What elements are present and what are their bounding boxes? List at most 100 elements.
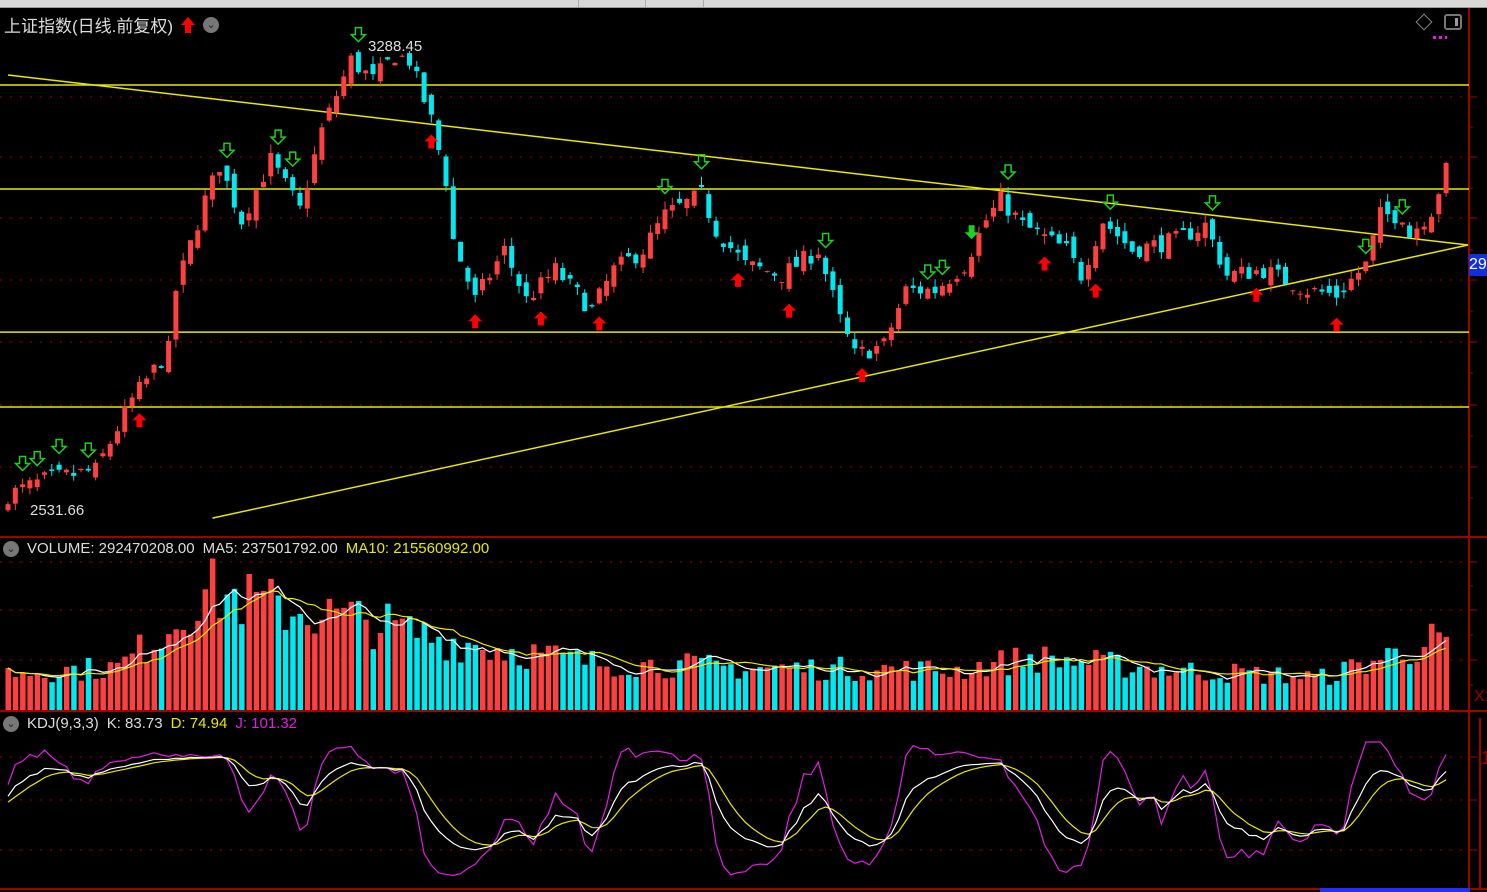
red-up-arrow-icon[interactable] [181, 16, 196, 33]
volume-bar [1334, 680, 1340, 710]
volume-bar [1407, 664, 1413, 710]
chevron-down-icon[interactable]: ⌄ [203, 16, 220, 33]
top-tab-strip [0, 0, 1487, 8]
candlestick-chart[interactable] [0, 8, 1487, 892]
chevron-down-icon[interactable]: ⌄ [3, 540, 19, 557]
volume-bar [669, 677, 676, 710]
candle-body [998, 191, 1004, 211]
volume-bar [720, 665, 727, 710]
volume-bar [1020, 666, 1026, 710]
sell-signal-arrow-icon [692, 154, 711, 170]
volume-bar [728, 664, 734, 710]
volume-bar [217, 617, 223, 710]
volume-bar [801, 672, 807, 710]
candle-body [582, 292, 588, 312]
candle-body [1443, 162, 1449, 194]
candle-body [202, 195, 208, 231]
candle-body [1144, 243, 1150, 262]
volume-bar [1166, 675, 1172, 710]
volume-bar [202, 589, 209, 710]
candle-body [801, 250, 807, 272]
volume-bar [363, 619, 369, 710]
volume-bar [290, 616, 296, 710]
kdj-j-line [7, 741, 1447, 877]
volume-bar [275, 595, 282, 710]
candle-body [691, 190, 697, 206]
candle-body [961, 272, 967, 274]
candle-body [1071, 236, 1077, 258]
volume-bar [786, 667, 793, 710]
candle-body [436, 120, 442, 150]
volume-bar [1137, 666, 1143, 710]
volume-bar [494, 647, 501, 710]
candle-body [1253, 270, 1259, 274]
volume-bar [282, 629, 289, 710]
candle-body [1363, 261, 1369, 272]
volume-bar [874, 670, 880, 710]
kdj-k: K: 83.73 [106, 715, 163, 732]
candle-body [859, 346, 865, 349]
candle-body [713, 220, 719, 237]
candle-body [1231, 271, 1237, 282]
candle-body [669, 205, 675, 211]
volume-bar [312, 633, 318, 710]
candle-body [1429, 216, 1434, 233]
volume-bar [1071, 665, 1077, 710]
candle-body [1414, 228, 1420, 239]
volume-bar [553, 645, 559, 710]
volume-bar [71, 665, 77, 710]
kdj-k-line [7, 755, 1447, 851]
volume-bar [677, 660, 683, 710]
candle-body [1115, 226, 1121, 237]
sell-signal-arrow-icon [933, 259, 952, 276]
candle-body [1129, 241, 1135, 252]
candle-body [1334, 285, 1340, 298]
candle-body [560, 267, 566, 280]
volume-bar [939, 673, 946, 710]
volume-bar [589, 650, 595, 710]
index-name: 上证指数(日线.前复权) [4, 17, 174, 36]
candle-body [487, 277, 493, 281]
candle-body [224, 165, 230, 181]
volume-bar [1064, 657, 1070, 710]
candle-body [34, 479, 40, 488]
candle-body [355, 52, 361, 73]
volume-bar [1217, 678, 1223, 710]
candle-body [1326, 285, 1332, 293]
volume-bar [808, 659, 814, 710]
candle-body [1151, 240, 1157, 247]
sell-signal-arrow-icon [349, 26, 368, 43]
volume-bar [224, 594, 230, 710]
volume-bar [1115, 654, 1121, 710]
candle-body [282, 169, 288, 179]
diamond-draw-icon[interactable] [1415, 13, 1433, 31]
candle-body [655, 223, 661, 234]
candle-body [596, 288, 602, 304]
volume-bar [78, 680, 84, 710]
window-toggle-icon[interactable] [1444, 14, 1462, 30]
volume-bar [1158, 666, 1165, 710]
candle-body [728, 242, 734, 249]
candle-body [122, 406, 128, 432]
volume-bar [261, 590, 267, 710]
more-options-dots[interactable] [1433, 36, 1447, 39]
volume-bar [1283, 683, 1289, 710]
volume-bar [319, 619, 325, 710]
candle-body [1078, 261, 1084, 281]
volume-bar [1122, 677, 1128, 710]
candle-body [1304, 294, 1310, 298]
chevron-down-icon[interactable]: ⌄ [3, 715, 19, 732]
kdj-d: D: 74.94 [170, 715, 228, 732]
candle-body [677, 198, 683, 203]
sell-signal-arrow-icon [28, 450, 47, 467]
candle-body [1210, 219, 1215, 240]
candle-body [611, 265, 617, 287]
volume-bar [421, 622, 428, 710]
volume-bar [699, 657, 705, 710]
candle-body [428, 94, 434, 115]
volume-bar [779, 664, 785, 710]
candle-body [334, 96, 339, 113]
candle-body [647, 232, 653, 259]
candle-body [370, 64, 376, 75]
buy-signal-arrow-icon [731, 272, 745, 287]
